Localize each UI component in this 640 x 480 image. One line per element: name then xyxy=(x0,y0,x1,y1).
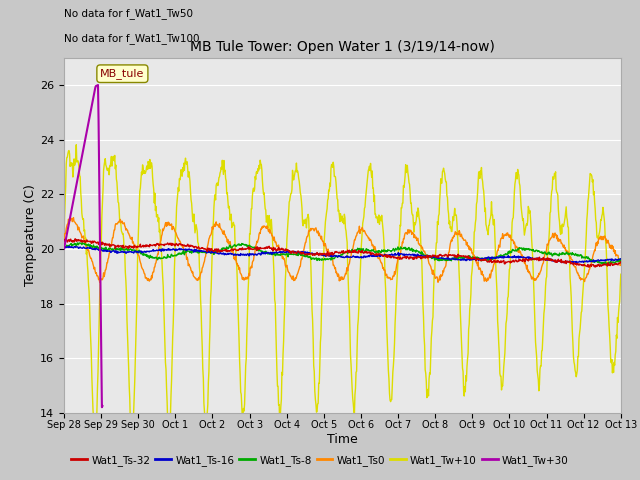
Text: MB_tule: MB_tule xyxy=(100,68,145,79)
Title: MB Tule Tower: Open Water 1 (3/19/14-now): MB Tule Tower: Open Water 1 (3/19/14-now… xyxy=(190,40,495,54)
Legend: Wat1_Ts-32, Wat1_Ts-16, Wat1_Ts-8, Wat1_Ts0, Wat1_Tw+10, Wat1_Tw+30: Wat1_Ts-32, Wat1_Ts-16, Wat1_Ts-8, Wat1_… xyxy=(67,451,573,470)
Text: No data for f_Wat1_Tw50: No data for f_Wat1_Tw50 xyxy=(64,8,193,19)
Y-axis label: Temperature (C): Temperature (C) xyxy=(24,184,37,286)
Text: No data for f_Wat1_Tw100: No data for f_Wat1_Tw100 xyxy=(64,33,200,44)
X-axis label: Time: Time xyxy=(327,433,358,446)
